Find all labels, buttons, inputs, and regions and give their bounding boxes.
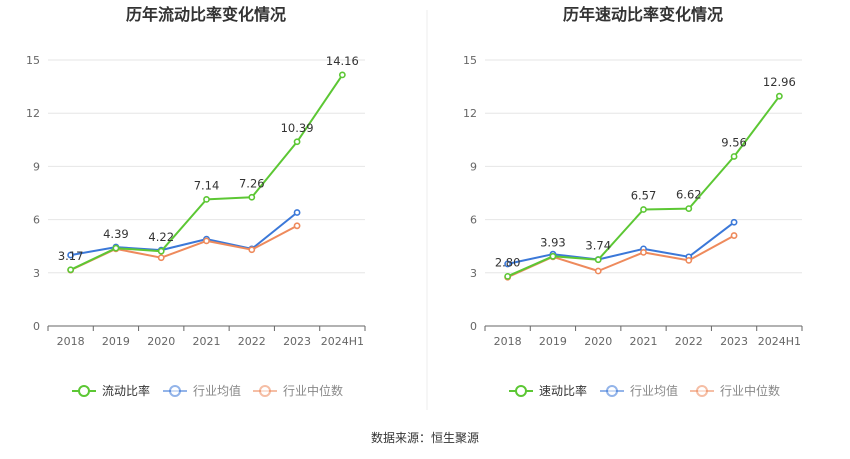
- legend-item-2: 行业均值: [600, 383, 678, 398]
- x-tick-label: 2019: [539, 335, 567, 348]
- data-label: 2.80: [495, 255, 521, 269]
- data-point: [338, 71, 346, 79]
- data-label: 6.62: [676, 188, 702, 202]
- y-tick-label: 3: [470, 267, 477, 280]
- data-point: [640, 249, 647, 256]
- x-tick-label: 2021: [193, 335, 221, 348]
- x-tick-label: 2024H1: [321, 335, 364, 348]
- data-point: [248, 246, 256, 254]
- data-point: [112, 244, 120, 252]
- y-tick-label: 9: [33, 160, 40, 173]
- chart-panel-1: 历年流动比率变化情况 0 3 6 9 12 15 2018 2019 2020 2021 2022 20…: [26, 5, 366, 398]
- data-point: [293, 222, 301, 230]
- legend-item-1: 速动比率: [509, 383, 587, 398]
- data-point: [203, 195, 210, 203]
- legend-swatch-marker: [169, 385, 181, 397]
- data-label: 6.57: [631, 188, 657, 202]
- x-tick-label: 2022: [675, 335, 703, 348]
- legend-item-1: 流动比率: [72, 383, 150, 398]
- data-point: [730, 218, 738, 226]
- data-point: [775, 92, 783, 100]
- legend-swatch-marker: [78, 385, 90, 397]
- x-tick-label: 2023: [283, 335, 311, 348]
- data-label: 4.22: [148, 230, 174, 244]
- data-label: 3.17: [58, 249, 84, 263]
- y-tick-label: 12: [463, 107, 477, 120]
- y-tick-label: 0: [470, 320, 477, 333]
- x-tick-label: 2018: [57, 335, 85, 348]
- legend-swatch-marker: [606, 385, 618, 397]
- data-label: 4.39: [103, 227, 129, 241]
- x-tick-label: 2024H1: [758, 335, 801, 348]
- data-point: [730, 153, 738, 160]
- x-tick-label: 2019: [102, 335, 130, 348]
- series-line-2: [70, 211, 298, 257]
- legend-label: 行业均值: [193, 383, 241, 398]
- chart-panel-2: 历年速动比率变化情况 0 3 6 9 12 15 2018 2019 2020 2021 2022 20…: [463, 5, 803, 398]
- data-label: 10.39: [281, 121, 314, 135]
- chart-title: 历年速动比率变化情况: [563, 5, 723, 24]
- data-point: [293, 209, 301, 216]
- legend-item-3: 行业中位数: [253, 383, 343, 398]
- y-tick-label: 6: [33, 214, 40, 227]
- x-tick-label: 2022: [238, 335, 266, 348]
- data-point: [685, 256, 693, 264]
- y-tick-label: 3: [33, 267, 40, 280]
- legend-swatch-marker: [696, 385, 708, 397]
- data-label: 7.26: [239, 176, 265, 190]
- data-point: [730, 232, 738, 239]
- legend-label: 行业中位数: [283, 383, 343, 398]
- y-tick-label: 15: [463, 54, 477, 67]
- data-point: [640, 206, 647, 213]
- data-point: [549, 252, 557, 260]
- series-line-2: [507, 221, 735, 265]
- data-point: [157, 247, 165, 255]
- y-tick-label: 12: [26, 107, 40, 120]
- chart-title: 历年流动比率变化情况: [126, 5, 286, 24]
- x-tick-label: 2018: [494, 335, 522, 348]
- data-point: [504, 272, 512, 280]
- x-tick-label: 2020: [584, 335, 612, 348]
- data-point: [157, 254, 165, 262]
- legend-label: 速动比率: [539, 383, 587, 398]
- data-point: [504, 260, 512, 268]
- data-label: 7.14: [194, 178, 220, 192]
- legend-label: 流动比率: [102, 383, 150, 398]
- data-point: [685, 205, 693, 213]
- data-point: [248, 193, 256, 201]
- data-point: [67, 266, 75, 274]
- data-label: 3.74: [585, 239, 611, 253]
- x-tick-label: 2023: [720, 335, 748, 348]
- legend-swatch-marker: [259, 385, 271, 397]
- legend-item-2: 行业均值: [163, 383, 241, 398]
- data-label: 9.56: [721, 135, 747, 149]
- data-label: 3.93: [540, 235, 566, 249]
- legend-item-3: 行业中位数: [690, 383, 780, 398]
- x-tick-label: 2021: [630, 335, 658, 348]
- y-tick-label: 0: [33, 320, 40, 333]
- legend-label: 行业中位数: [720, 383, 780, 398]
- data-point: [594, 267, 602, 275]
- source-label: 数据来源：恒生聚源: [371, 430, 479, 445]
- x-tick-label: 2020: [147, 335, 175, 348]
- data-label: 14.16: [326, 54, 359, 68]
- data-point: [67, 251, 75, 259]
- y-tick-label: 9: [470, 160, 477, 173]
- data-label: 12.96: [763, 75, 796, 89]
- y-tick-label: 6: [470, 214, 477, 227]
- data-point: [203, 237, 210, 245]
- y-tick-label: 15: [26, 54, 40, 67]
- legend-swatch-marker: [515, 385, 527, 397]
- legend-label: 行业均值: [630, 383, 678, 398]
- data-point: [293, 138, 301, 146]
- data-point: [594, 256, 602, 264]
